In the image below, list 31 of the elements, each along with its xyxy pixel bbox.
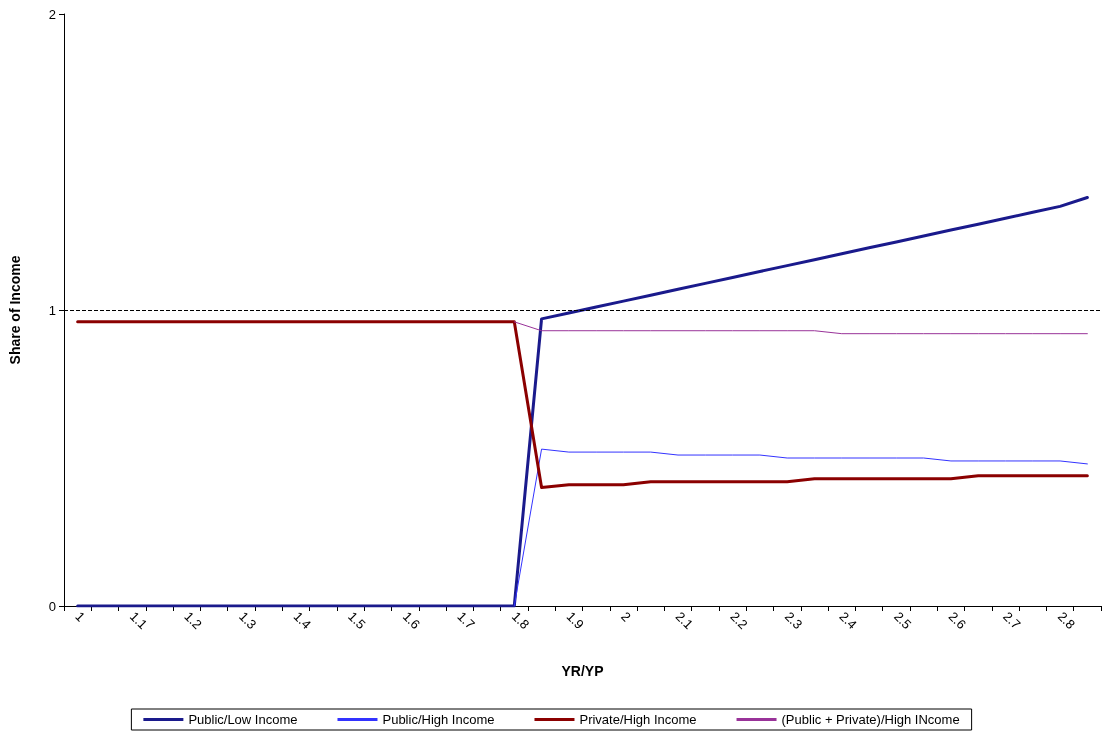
x-tick-label: 1.3 — [236, 608, 260, 633]
y-tick-label: 0 — [48, 598, 56, 614]
legend-label: Public/Low Income — [188, 712, 298, 727]
x-tick-label: 2.7 — [1000, 608, 1024, 633]
x-tick-label: 1.5 — [345, 608, 369, 633]
x-tick-label: 2.3 — [781, 608, 806, 633]
x-tick-label: 2.2 — [727, 608, 751, 633]
x-tick-label: 1.2 — [181, 608, 205, 633]
x-tick-label: 1.1 — [126, 608, 151, 633]
y-axis-title: Share of Income — [7, 255, 23, 365]
line-series — [513, 448, 1088, 607]
x-tick-label: 2.5 — [891, 608, 915, 633]
x-tick-label: 1.9 — [563, 608, 587, 633]
legend-label: Public/High Income — [382, 712, 495, 727]
x-tick-label: 1.8 — [508, 608, 533, 633]
legend-label: Private/High Income — [579, 712, 697, 727]
x-axis-title: YR/YP — [561, 663, 604, 679]
x-tick-label: 1.6 — [399, 608, 424, 633]
line-series — [76, 196, 1089, 608]
x-tick-label: 2.8 — [1054, 608, 1079, 633]
x-tick-label: 1.7 — [454, 608, 478, 633]
y-tick-label: 2 — [48, 6, 56, 22]
x-tick-label: 2 — [618, 608, 634, 625]
x-tick-label: 1.4 — [290, 608, 315, 633]
legend-label: (Public + Private)/High INcome — [781, 712, 960, 727]
x-tick-label: 1 — [72, 608, 89, 625]
x-tick-label: 2.6 — [945, 608, 969, 633]
line-series — [76, 320, 1089, 490]
y-tick-label: 1 — [48, 302, 56, 318]
x-tick-label: 2.4 — [836, 608, 860, 633]
x-tick-label: 2.1 — [672, 608, 697, 633]
